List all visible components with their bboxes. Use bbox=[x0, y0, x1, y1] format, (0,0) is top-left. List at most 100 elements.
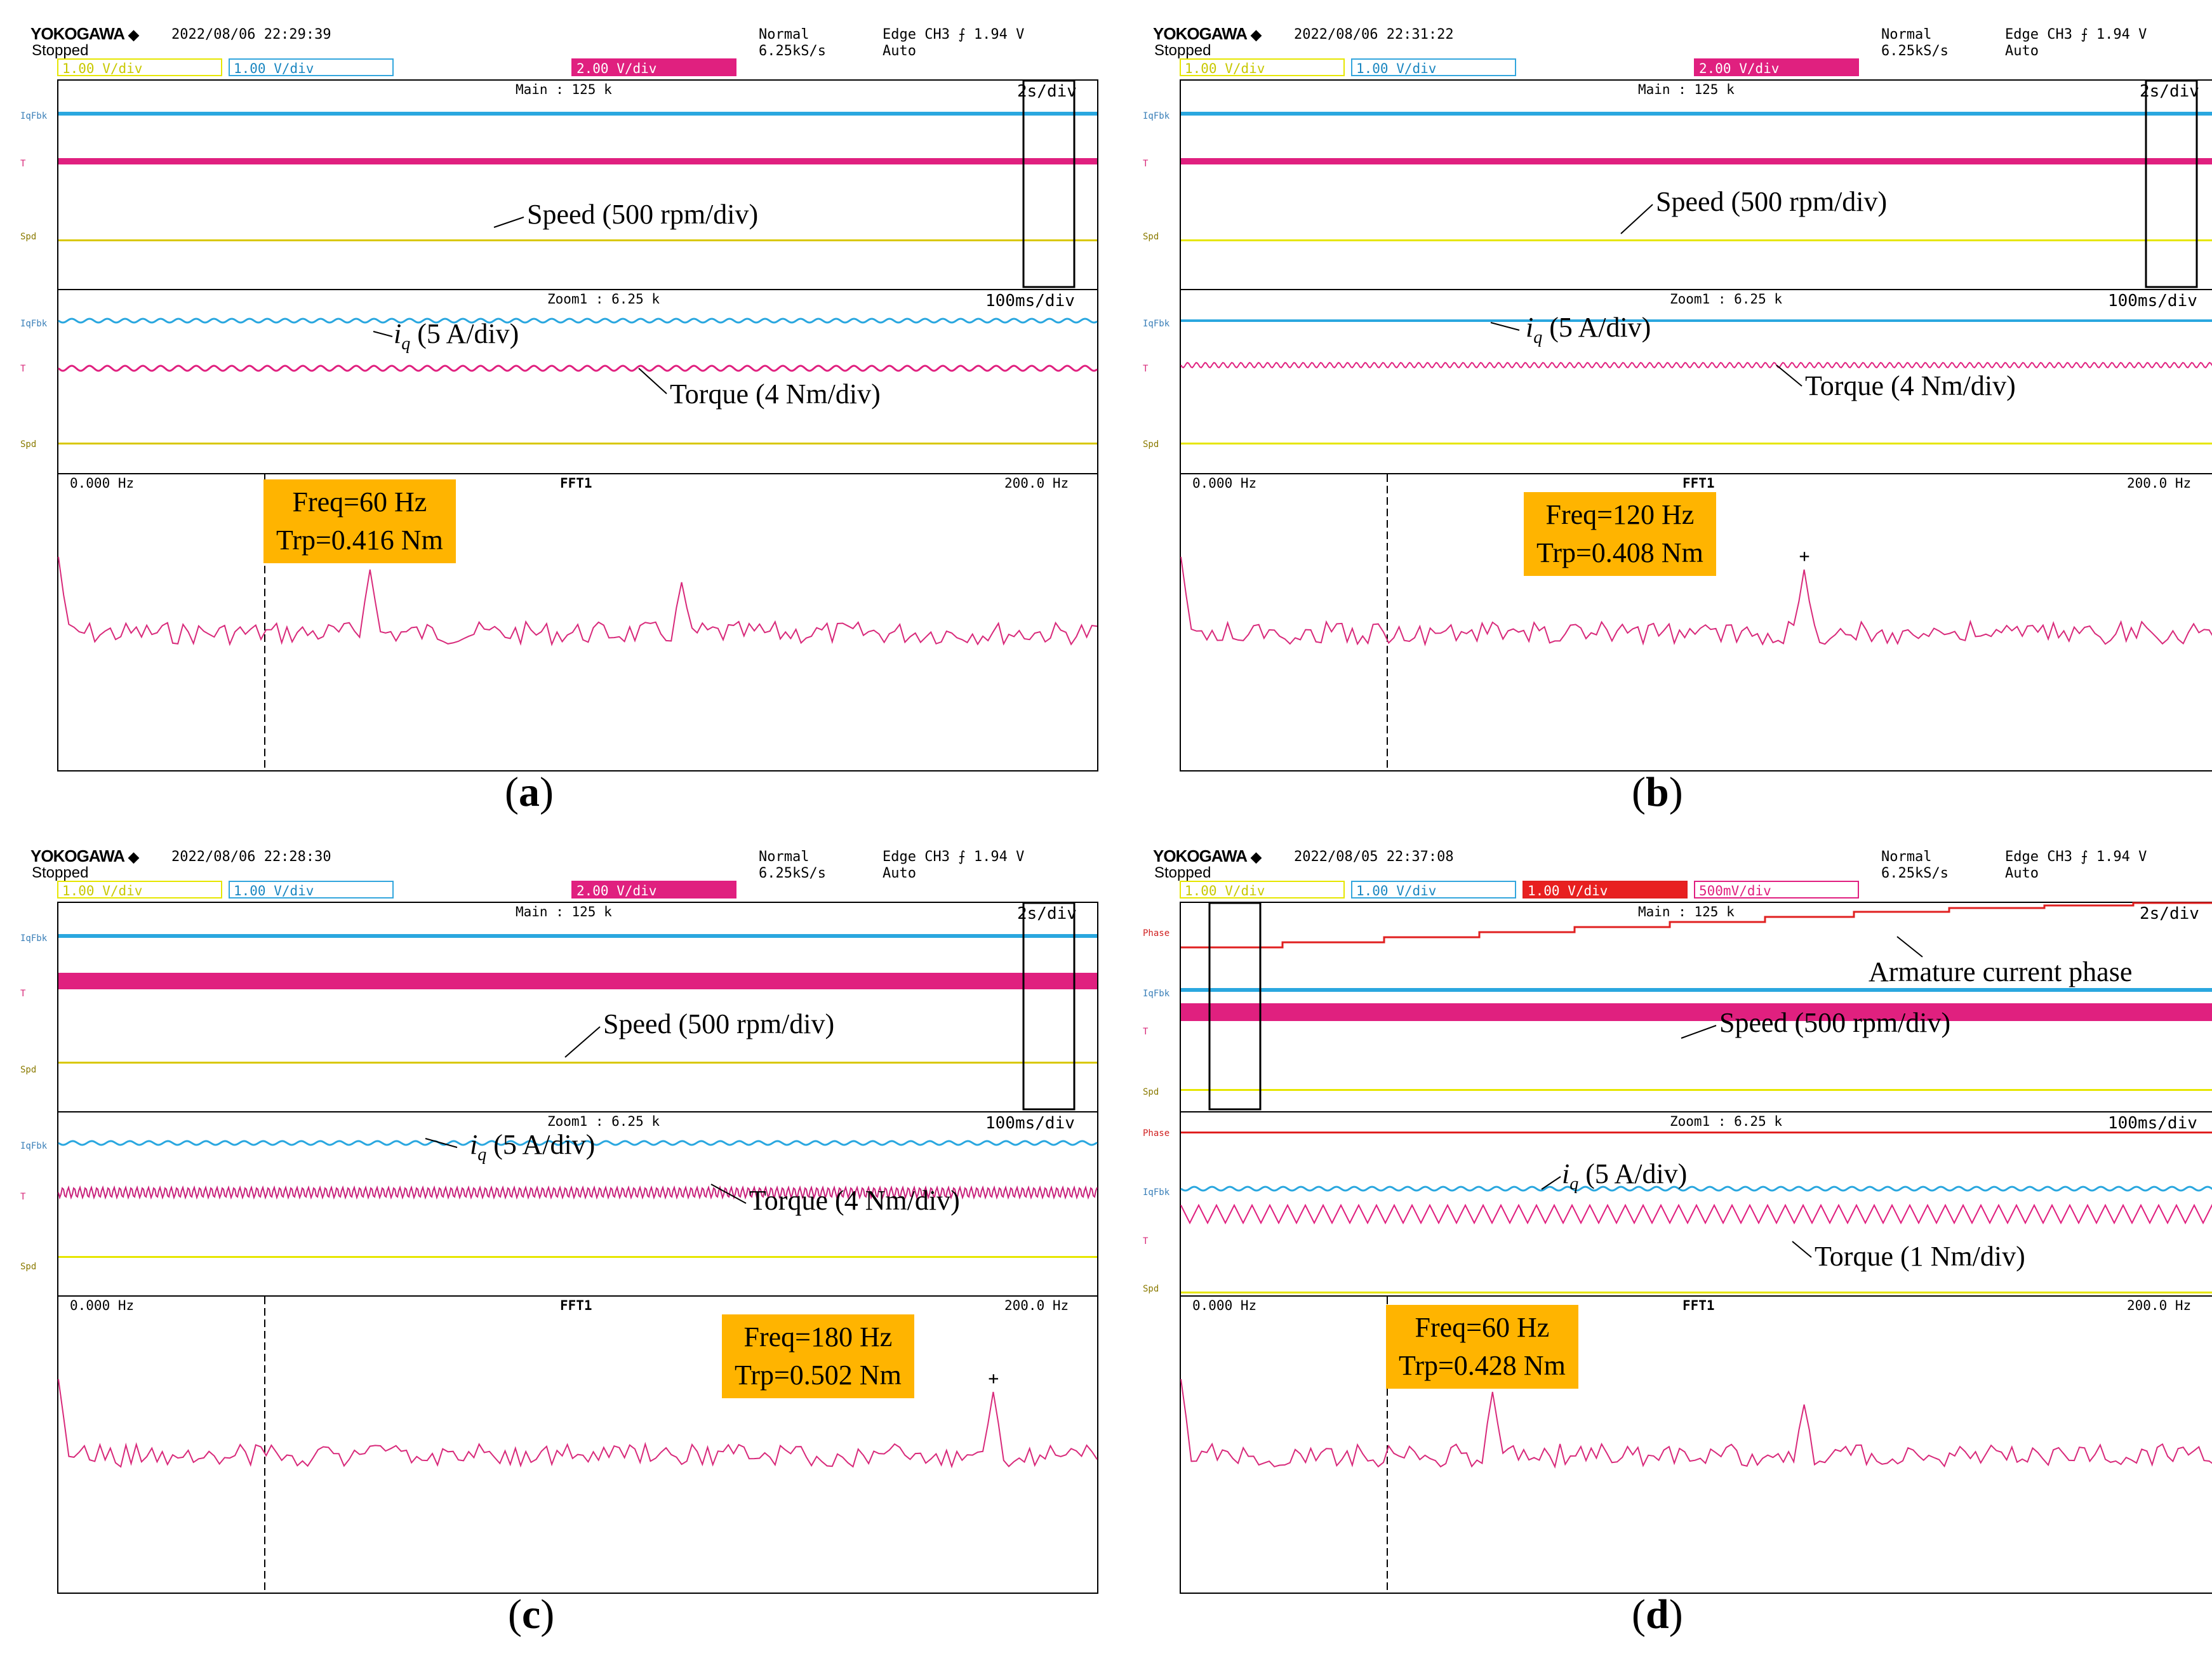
main-tdiv: 2s/div bbox=[2140, 904, 2199, 923]
iq-trace-zoom bbox=[1180, 1186, 2212, 1192]
speed-trace-main bbox=[1181, 239, 2212, 241]
caption-b: (b) bbox=[1632, 769, 1683, 815]
fft-window: 0.000 Hz FFT1 200.0 Hz + bbox=[1180, 474, 2212, 770]
scope-panel-c: YOKOGAWA ◆ Stopped 2022/08/06 22:28:30 No… bbox=[13, 841, 1098, 1603]
sample-rate: 6.25kS/s bbox=[1881, 43, 1949, 59]
zoom-window: Zoom1 : 6.25 k 100ms/div IqFbk T Spd bbox=[1143, 290, 2212, 474]
fft-spectrum-line bbox=[1180, 1379, 2212, 1469]
brand-logo: YOKOGAWA ◆ bbox=[1153, 846, 1262, 865]
spd-marker: Spd bbox=[20, 1065, 37, 1075]
t-marker: T bbox=[20, 1192, 26, 1202]
zoom-traces bbox=[1180, 1132, 2212, 1293]
peak-trp: Trp=0.416 Nm bbox=[276, 524, 443, 556]
peak-info-box: Freq=60 Hz Trp=0.416 Nm bbox=[263, 479, 456, 563]
iq-trace-main bbox=[58, 934, 1097, 938]
torque-trace-main bbox=[1181, 1003, 2212, 1021]
iq-marker: IqFbk bbox=[1143, 111, 1170, 121]
t-marker: T bbox=[20, 989, 26, 999]
peak-freq: Freq=120 Hz bbox=[1545, 499, 1695, 530]
spd-marker: Spd bbox=[1143, 232, 1159, 242]
iq-marker: IqFbk bbox=[20, 933, 48, 944]
ch2-box: 1.00 V/div bbox=[229, 881, 394, 898]
peak-info-box: Freq=120 Hz Trp=0.408 Nm bbox=[1524, 492, 1716, 576]
spd-marker: Spd bbox=[1143, 1087, 1159, 1097]
zoom-tdiv: 100ms/div bbox=[985, 1114, 1075, 1133]
t-marker: T bbox=[20, 364, 26, 374]
torque-trace-zoom bbox=[1180, 1203, 2212, 1225]
fft-window: 0.000 Hz FFT1 200.0 Hz + bbox=[58, 1297, 1098, 1593]
fft-chart: + bbox=[58, 1297, 1098, 1593]
iq-annotation: iq (5 A/div) bbox=[1526, 312, 1651, 347]
channel-bar: 1.00 V/div 1.00 V/div 1.00 V/div 500mV/d… bbox=[1180, 881, 2212, 900]
iq-annotation: iq (5 A/div) bbox=[470, 1129, 596, 1165]
zoom-label: Zoom1 : 6.25 k bbox=[1670, 291, 1783, 307]
iq-annotation: iq (5 A/div) bbox=[394, 318, 519, 354]
t-marker: T bbox=[1143, 1236, 1149, 1246]
caption-d: (d) bbox=[1632, 1591, 1683, 1638]
scope-header: YOKOGAWA ◆ Stopped 2022/08/06 22:31:22 No… bbox=[1135, 19, 2212, 59]
annotation-arrows bbox=[1490, 204, 1802, 387]
speed-annotation: Speed (500 rpm/div) bbox=[1719, 1007, 1951, 1038]
status-text: Stopped bbox=[1154, 42, 1211, 59]
speed-trace-main bbox=[58, 239, 1097, 241]
torque-trace-zoom bbox=[58, 364, 1098, 372]
annotation-arrows bbox=[425, 1026, 747, 1204]
main-traces bbox=[58, 902, 1097, 1111]
iq-marker: IqFbk bbox=[20, 111, 48, 121]
peak-marker: + bbox=[988, 1368, 999, 1389]
zoom-window: Zoom1 : 6.25 k 100ms/div IqFbk T Spd bbox=[20, 290, 1098, 474]
spd-marker: Spd bbox=[1143, 439, 1159, 450]
peak-freq: Freq=60 Hz bbox=[292, 486, 427, 518]
brand-logo: YOKOGAWA ◆ bbox=[30, 846, 139, 865]
spd-marker: Spd bbox=[20, 439, 37, 450]
trigger-mode: Auto bbox=[883, 865, 916, 881]
ch3-box: 2.00 V/div bbox=[1694, 58, 1859, 76]
speed-annotation: Speed (500 rpm/div) bbox=[603, 1008, 835, 1039]
acq-mode: Normal bbox=[759, 849, 810, 865]
trigger-mode: Auto bbox=[883, 43, 916, 59]
iq-trace-main bbox=[58, 112, 1097, 116]
iq-marker: IqFbk bbox=[1143, 319, 1170, 329]
caption-a: (a) bbox=[505, 769, 554, 815]
main-label: Main : 125 k bbox=[516, 904, 612, 919]
trigger-mode: Auto bbox=[2005, 43, 2039, 59]
zoom-window-box bbox=[2145, 79, 2198, 288]
peak-marker: + bbox=[1799, 545, 1810, 566]
fft-spectrum-line bbox=[1180, 556, 2212, 647]
speed-trace-zoom bbox=[1181, 1292, 2212, 1293]
timestamp: 2022/08/06 22:29:39 bbox=[171, 27, 331, 43]
brand-logo: YOKOGAWA ◆ bbox=[1153, 24, 1262, 43]
scope-header: YOKOGAWA ◆ Stopped 2022/08/05 22:37:08 No… bbox=[1135, 841, 2212, 881]
scope-panel-d: YOKOGAWA ◆ Stopped 2022/08/05 22:37:08 No… bbox=[1135, 841, 2212, 1603]
zoom-label: Zoom1 : 6.25 k bbox=[1670, 1114, 1783, 1129]
channel-bar: 1.00 V/div 1.00 V/div 2.00 V/div bbox=[1180, 58, 2212, 77]
status-text: Stopped bbox=[32, 42, 89, 59]
peak-trp: Trp=0.428 Nm bbox=[1399, 1350, 1566, 1381]
fft-right-label: 200.0 Hz bbox=[1004, 1298, 1069, 1313]
ch1-box: 1.00 V/div bbox=[1180, 881, 1345, 898]
scope-screen: Main : 125 k 2s/div IqFbk T Spd Zoom1 : … bbox=[20, 902, 1098, 1594]
zoom-window-box bbox=[1022, 902, 1076, 1111]
speed-trace-main bbox=[58, 1062, 1097, 1064]
status-text: Stopped bbox=[32, 864, 89, 881]
scope-panel-a: YOKOGAWA ◆ Stopped 2022/08/06 22:29:39 No… bbox=[13, 19, 1098, 781]
zoom-window-box bbox=[1208, 902, 1262, 1111]
zoom-window-box bbox=[1022, 79, 1076, 288]
phase-marker: Phase bbox=[1143, 928, 1170, 939]
zoom-traces bbox=[58, 1140, 1098, 1258]
t-marker: T bbox=[1143, 1027, 1149, 1037]
scope-panel-b: YOKOGAWA ◆ Stopped 2022/08/06 22:31:22 No… bbox=[1135, 19, 2212, 781]
main-window: Main : 125 k 2s/div Phase IqFbk T Spd bbox=[1143, 902, 2212, 1112]
iq-trace-main bbox=[1181, 112, 2212, 116]
iq-marker: IqFbk bbox=[20, 1141, 48, 1151]
torque-annotation: Torque (1 Nm/div) bbox=[1815, 1241, 2025, 1272]
ch3-box: 2.00 V/div bbox=[571, 881, 736, 898]
fft-mark: FFT1 bbox=[1682, 1298, 1715, 1313]
zoom-tdiv: 100ms/div bbox=[2108, 291, 2197, 311]
scope-screen: Main : 125 k 2s/div IqFbk T Spd Zoom1 : … bbox=[20, 79, 1098, 772]
ch2-box: 1.00 V/div bbox=[1351, 58, 1516, 76]
iq-trace-zoom bbox=[58, 1140, 1098, 1146]
speed-annotation: Speed (500 rpm/div) bbox=[527, 199, 759, 230]
t-marker: T bbox=[20, 159, 26, 169]
